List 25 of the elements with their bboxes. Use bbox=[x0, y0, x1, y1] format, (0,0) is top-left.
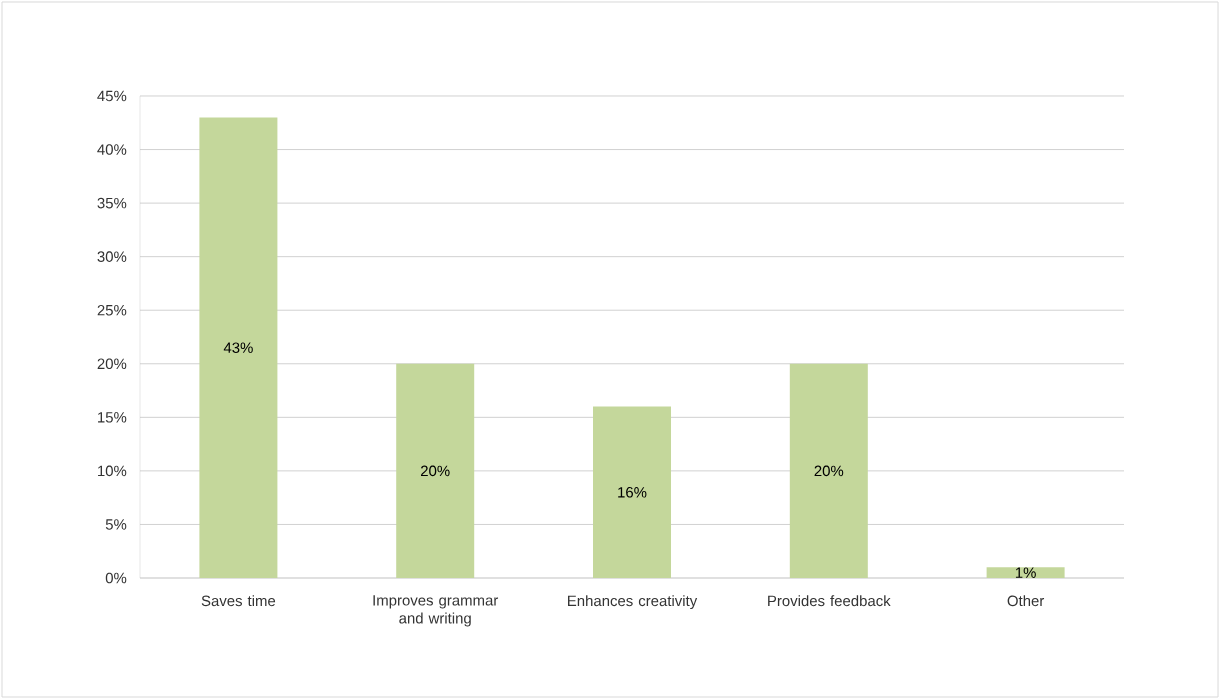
x-tick-label: Improves grammar and writing bbox=[373, 595, 499, 627]
data-label: 43% bbox=[223, 342, 253, 353]
data-label: 16% bbox=[618, 487, 647, 498]
x-tick-label: Saves time bbox=[201, 595, 276, 607]
x-tick-label: Other bbox=[1007, 595, 1045, 607]
bar bbox=[593, 406, 672, 578]
y-tick-label: 45% bbox=[97, 90, 127, 102]
bar bbox=[986, 567, 1065, 578]
y-tick-label: 15% bbox=[98, 412, 127, 423]
bar bbox=[199, 117, 278, 578]
bar bbox=[789, 363, 868, 578]
y-tick-label: 0% bbox=[105, 572, 127, 584]
y-tick-label: 25% bbox=[97, 304, 127, 316]
x-tick-label: Enhances creativity bbox=[568, 595, 698, 610]
y-tick-label: 40% bbox=[97, 144, 127, 155]
y-tick-label: 30% bbox=[97, 251, 127, 262]
data-label: 20% bbox=[814, 465, 844, 477]
data-label: 20% bbox=[421, 465, 450, 477]
y-tick-label: 35% bbox=[97, 197, 127, 209]
y-tick-label: 10% bbox=[98, 465, 127, 477]
data-label: 1% bbox=[1015, 567, 1036, 578]
bar bbox=[396, 363, 475, 578]
y-tick-label: 20% bbox=[97, 358, 127, 370]
x-tick-label: Provides feedback bbox=[768, 595, 891, 607]
y-tick-label: 5% bbox=[105, 519, 127, 530]
